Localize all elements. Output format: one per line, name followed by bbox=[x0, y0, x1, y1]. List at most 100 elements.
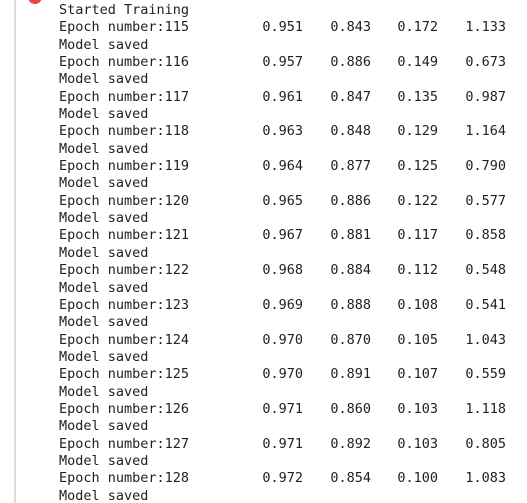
epoch-metric-2: 0.847 bbox=[330, 88, 371, 105]
epoch-metric-1: 0.970 bbox=[262, 331, 303, 348]
epoch-row: Epoch number:126 0.971 0.860 0.103 1.118 bbox=[59, 401, 527, 418]
model-saved-line: Model saved bbox=[59, 140, 149, 157]
epoch-row: Epoch number:123 0.969 0.888 0.108 0.541 bbox=[59, 297, 527, 314]
epoch-metric-2: 0.884 bbox=[330, 262, 371, 279]
epoch-metric-4: 1.164 bbox=[465, 123, 506, 140]
epoch-metric-1: 0.963 bbox=[262, 123, 303, 140]
epoch-label: Epoch number:122 bbox=[59, 262, 190, 279]
epoch-metric-1: 0.951 bbox=[262, 19, 303, 36]
epoch-metric-4: 1.083 bbox=[465, 470, 506, 487]
model-saved-line: Model saved bbox=[59, 418, 149, 435]
epoch-metric-4: 0.805 bbox=[465, 435, 506, 452]
epoch-metric-3: 0.103 bbox=[397, 400, 438, 417]
epoch-metric-1: 0.968 bbox=[262, 262, 303, 279]
epoch-metric-2: 0.881 bbox=[330, 227, 371, 244]
model-saved-line: Model saved bbox=[59, 71, 149, 88]
epoch-label: Epoch number:120 bbox=[59, 192, 190, 209]
epoch-metric-4: 0.987 bbox=[465, 88, 506, 105]
epoch-row: Epoch number:117 0.961 0.847 0.135 0.987 bbox=[59, 89, 527, 106]
epoch-label: Epoch number:125 bbox=[59, 366, 190, 383]
epoch-metric-4: 1.133 bbox=[465, 19, 506, 36]
epoch-metric-4: 1.118 bbox=[465, 400, 506, 417]
epoch-metric-2: 0.854 bbox=[330, 470, 371, 487]
model-saved-line: Model saved bbox=[59, 452, 149, 469]
epoch-metric-3: 0.125 bbox=[397, 158, 438, 175]
epoch-metric-3: 0.135 bbox=[397, 88, 438, 105]
epoch-metric-3: 0.129 bbox=[397, 123, 438, 140]
epoch-row: Epoch number:127 0.971 0.892 0.103 0.805 bbox=[59, 436, 527, 453]
epoch-metric-4: 0.548 bbox=[465, 262, 506, 279]
epoch-metric-4: 0.559 bbox=[465, 366, 506, 383]
epoch-row: Epoch number:121 0.967 0.881 0.117 0.858 bbox=[59, 227, 527, 244]
epoch-row: Epoch number:118 0.963 0.848 0.129 1.164 bbox=[59, 123, 527, 140]
epoch-row: Epoch number:128 0.972 0.854 0.100 1.083 bbox=[59, 470, 527, 487]
epoch-metric-1: 0.967 bbox=[262, 227, 303, 244]
epoch-label: Epoch number:118 bbox=[59, 123, 190, 140]
epoch-metric-1: 0.964 bbox=[262, 158, 303, 175]
model-saved-line: Model saved bbox=[59, 244, 149, 261]
epoch-metric-2: 0.888 bbox=[330, 296, 371, 313]
epoch-metric-3: 0.105 bbox=[397, 331, 438, 348]
epoch-label: Epoch number:123 bbox=[59, 296, 190, 313]
model-saved-line: Model saved bbox=[59, 210, 149, 227]
epoch-row: Epoch number:122 0.968 0.884 0.112 0.548 bbox=[59, 262, 527, 279]
epoch-label: Epoch number:124 bbox=[59, 331, 190, 348]
epoch-metric-4: 0.858 bbox=[465, 227, 506, 244]
epoch-row: Epoch number:116 0.957 0.886 0.149 0.673 bbox=[59, 54, 527, 71]
epoch-label: Epoch number:115 bbox=[59, 19, 190, 36]
epoch-metric-2: 0.877 bbox=[330, 158, 371, 175]
model-saved-line: Model saved bbox=[59, 314, 149, 331]
epoch-metric-1: 0.961 bbox=[262, 88, 303, 105]
epoch-label: Epoch number:126 bbox=[59, 400, 190, 417]
epoch-metric-2: 0.891 bbox=[330, 366, 371, 383]
model-saved-line: Model saved bbox=[59, 106, 149, 123]
epoch-metric-3: 0.112 bbox=[397, 262, 438, 279]
epoch-row: Epoch number:125 0.970 0.891 0.107 0.559 bbox=[59, 366, 527, 383]
error-status-icon[interactable] bbox=[28, 0, 42, 4]
epoch-metric-4: 0.541 bbox=[465, 296, 506, 313]
epoch-label: Epoch number:117 bbox=[59, 88, 190, 105]
log-header: Started Training bbox=[59, 2, 190, 18]
epoch-metric-3: 0.149 bbox=[397, 54, 438, 71]
model-saved-line: Model saved bbox=[59, 175, 149, 192]
epoch-label: Epoch number:119 bbox=[59, 158, 190, 175]
epoch-metric-2: 0.860 bbox=[330, 400, 371, 417]
epoch-row: Epoch number:120 0.965 0.886 0.122 0.577 bbox=[59, 193, 527, 210]
epoch-metric-1: 0.957 bbox=[262, 54, 303, 71]
epoch-metric-3: 0.172 bbox=[397, 19, 438, 36]
epoch-metric-3: 0.117 bbox=[397, 227, 438, 244]
epoch-metric-1: 0.971 bbox=[262, 400, 303, 417]
epoch-metric-4: 0.577 bbox=[465, 192, 506, 209]
epoch-metric-1: 0.969 bbox=[262, 296, 303, 313]
epoch-row: Epoch number:119 0.964 0.877 0.125 0.790 bbox=[59, 158, 527, 175]
epoch-metric-4: 0.673 bbox=[465, 54, 506, 71]
epoch-metric-1: 0.965 bbox=[262, 192, 303, 209]
model-saved-line: Model saved bbox=[59, 487, 149, 503]
epoch-metric-1: 0.971 bbox=[262, 435, 303, 452]
epoch-metric-1: 0.972 bbox=[262, 470, 303, 487]
epoch-metric-3: 0.100 bbox=[397, 470, 438, 487]
model-saved-line: Model saved bbox=[59, 383, 149, 400]
epoch-metric-3: 0.103 bbox=[397, 435, 438, 452]
epoch-label: Epoch number:116 bbox=[59, 54, 190, 71]
model-saved-line: Model saved bbox=[59, 279, 149, 296]
epoch-metric-3: 0.108 bbox=[397, 296, 438, 313]
training-log-output: Started Training Epoch number:115 0.951 0.… bbox=[59, 2, 527, 503]
epoch-metric-3: 0.107 bbox=[397, 366, 438, 383]
epoch-metric-1: 0.970 bbox=[262, 366, 303, 383]
model-saved-line: Model saved bbox=[59, 36, 149, 53]
epoch-metric-3: 0.122 bbox=[397, 192, 438, 209]
epoch-metric-2: 0.892 bbox=[330, 435, 371, 452]
epoch-metric-2: 0.848 bbox=[330, 123, 371, 140]
epoch-metric-4: 0.790 bbox=[465, 158, 506, 175]
cell-left-rail bbox=[14, 0, 16, 503]
epoch-metric-4: 1.043 bbox=[465, 331, 506, 348]
epoch-metric-2: 0.886 bbox=[330, 54, 371, 71]
epoch-label: Epoch number:128 bbox=[59, 470, 190, 487]
epoch-metric-2: 0.843 bbox=[330, 19, 371, 36]
epoch-row: Epoch number:115 0.951 0.843 0.172 1.133 bbox=[59, 19, 527, 36]
epoch-metric-2: 0.886 bbox=[330, 192, 371, 209]
epoch-label: Epoch number:127 bbox=[59, 435, 190, 452]
epoch-label: Epoch number:121 bbox=[59, 227, 190, 244]
